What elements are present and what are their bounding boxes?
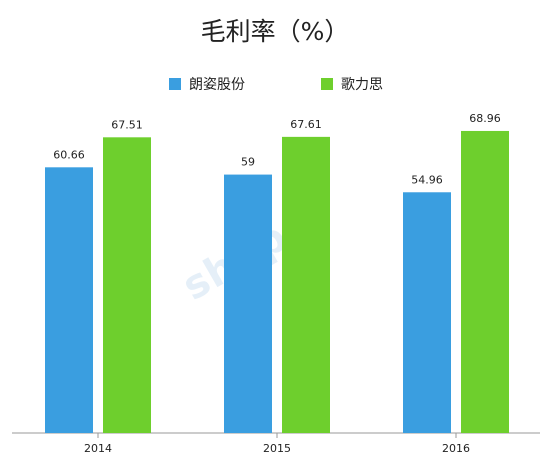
x-tick-label-2016: 2016 — [442, 442, 470, 455]
legend-item-langzi[interactable]: 朗姿股份 — [169, 74, 245, 94]
legend: 朗姿股份 歌力思 — [0, 74, 550, 94]
data-label-gelisi-2016: 68.96 — [469, 112, 501, 125]
legend-swatch-gelisi — [321, 78, 333, 90]
legend-label-langzi: 朗姿股份 — [189, 77, 245, 93]
data-label-langzi-2015: 59 — [241, 156, 255, 169]
x-tick-label-2015: 2015 — [263, 442, 291, 455]
x-tick-label-2014: 2014 — [84, 442, 112, 455]
bar-gelisi-2014[interactable] — [103, 137, 151, 433]
chart-title: 毛利率（%） — [200, 17, 350, 46]
bar-langzi-2014[interactable] — [45, 167, 93, 433]
data-label-langzi-2014: 60.66 — [53, 148, 85, 161]
data-label-gelisi-2014: 67.51 — [111, 118, 143, 131]
legend-item-gelisi[interactable]: 歌力思 — [321, 74, 383, 94]
data-label-langzi-2016: 54.96 — [411, 173, 443, 186]
bar-gelisi-2015[interactable] — [282, 136, 330, 433]
legend-swatch-langzi — [169, 78, 181, 90]
legend-label-gelisi: 歌力思 — [341, 77, 383, 93]
data-label-gelisi-2015: 67.61 — [290, 118, 322, 131]
bar-gelisi-2016[interactable] — [461, 130, 509, 433]
bar-langzi-2015[interactable] — [224, 174, 272, 433]
bar-langzi-2016[interactable] — [403, 192, 451, 433]
